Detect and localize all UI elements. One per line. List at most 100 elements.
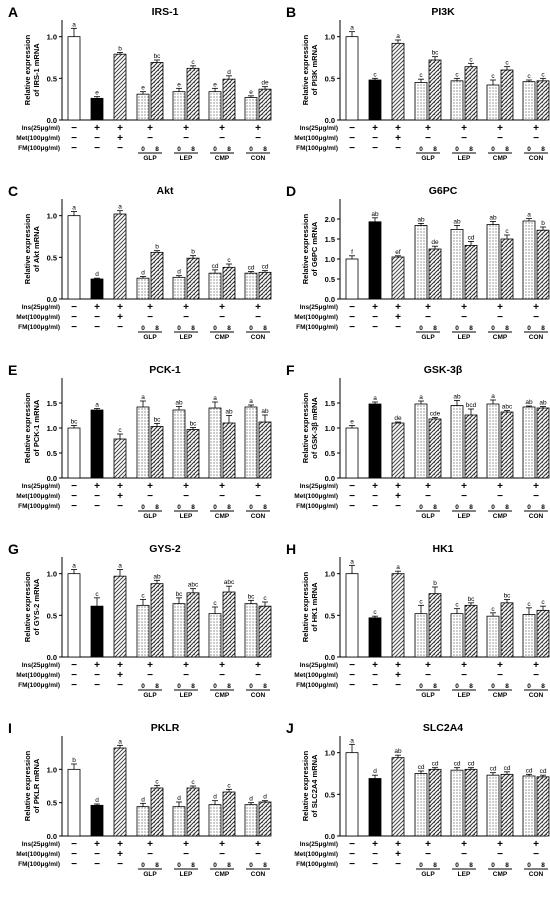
- bar: [245, 407, 257, 478]
- treatment-sign: −: [425, 491, 431, 502]
- bar: [187, 68, 199, 120]
- significance-letter: ab: [371, 211, 379, 218]
- significance-letter: c: [155, 778, 159, 785]
- treatment-sign: −: [349, 501, 355, 512]
- panel-f: F GSK-3βRelative expression of GSK-3β mRNA…: [286, 362, 549, 520]
- group-label: LEP: [458, 334, 471, 341]
- significance-letter: a: [491, 393, 495, 400]
- fm-dose-label: 8: [469, 146, 473, 153]
- bar: [137, 94, 149, 120]
- significance-letter: bc: [154, 417, 162, 424]
- y-tick-label: 2.0: [325, 215, 335, 224]
- bar: [429, 249, 441, 299]
- bar: [451, 406, 463, 479]
- y-tick-label: 0.0: [325, 832, 335, 841]
- treatment-sign: −: [147, 312, 153, 323]
- treatment-label: Met(100μg/ml): [16, 493, 60, 500]
- group-label: LEP: [458, 871, 471, 878]
- fm-dose-label: 8: [191, 683, 195, 690]
- group-label: LEP: [180, 513, 193, 520]
- fm-dose-label: 8: [155, 683, 159, 690]
- bar: [151, 427, 163, 479]
- treatment-label: Ins(25μg/ml): [22, 662, 60, 669]
- bar: [537, 610, 549, 657]
- fm-dose-label: 8: [433, 683, 437, 690]
- bar: [369, 80, 381, 120]
- y-axis-label: Relative expression: [23, 392, 32, 463]
- significance-letter: c: [527, 73, 531, 80]
- bar: [392, 423, 404, 478]
- significance-letter: ab: [261, 408, 269, 415]
- bar: [451, 81, 463, 120]
- group-label: CON: [251, 871, 266, 878]
- significance-letter: b: [541, 220, 545, 227]
- panel-title: HK1: [432, 543, 453, 555]
- significance-letter: cd: [526, 767, 533, 774]
- treatment-label: Met(100μg/ml): [294, 851, 338, 858]
- treatment-sign: −: [94, 680, 100, 691]
- bar: [187, 788, 199, 836]
- treatment-sign: −: [395, 680, 401, 691]
- significance-letter: bc: [154, 53, 162, 60]
- group-label: LEP: [180, 692, 193, 699]
- y-tick-label: 1.0: [47, 424, 57, 433]
- significance-letter: e: [213, 81, 217, 88]
- significance-letter: ab: [225, 409, 233, 416]
- significance-letter: de: [431, 239, 439, 246]
- treatment-sign: −: [461, 491, 467, 502]
- fm-dose-label: 8: [263, 683, 267, 690]
- group-label: LEP: [458, 692, 471, 699]
- treatment-sign: −: [497, 670, 503, 681]
- y-tick-label: 1.5: [325, 399, 335, 408]
- y-axis-label: of G6PC mRNA: [310, 221, 319, 276]
- y-tick-label: 0.0: [47, 474, 57, 483]
- treatment-sign: −: [219, 491, 225, 502]
- bar: [91, 805, 103, 836]
- significance-letter: a: [118, 738, 122, 745]
- treatment-label: Ins(25μg/ml): [300, 662, 338, 669]
- group-label: GLP: [421, 692, 435, 699]
- bar: [151, 63, 163, 121]
- treatment-sign: −: [497, 312, 503, 323]
- treatment-sign: −: [425, 312, 431, 323]
- fm-dose-label: 0: [491, 325, 495, 332]
- treatment-sign: −: [255, 133, 261, 144]
- y-axis-label: of PKLR mRNA: [32, 758, 41, 813]
- group-label: CMP: [493, 334, 508, 341]
- panel-g: G GYS-2Relative expression of GYS-2 mRNA0.…: [8, 541, 271, 699]
- y-tick-label: 1.0: [325, 570, 335, 579]
- fm-dose-label: 8: [469, 325, 473, 332]
- fm-dose-label: 0: [141, 146, 145, 153]
- y-axis-label: of IRS-1 mRNA: [32, 43, 41, 97]
- treatment-label: Met(100μg/ml): [16, 672, 60, 679]
- significance-letter: a: [419, 394, 423, 401]
- fm-dose-label: 0: [491, 146, 495, 153]
- panel-c: C AktRelative expression of Akt mRNA0.00.5…: [8, 183, 271, 341]
- y-tick-label: 0.5: [47, 74, 57, 83]
- group-label: GLP: [143, 871, 157, 878]
- fm-dose-label: 8: [155, 862, 159, 869]
- treatment-sign: −: [219, 312, 225, 323]
- bar: [501, 239, 513, 299]
- y-tick-label: 0.5: [47, 611, 57, 620]
- significance-letter: cde: [430, 411, 441, 418]
- treatment-sign: −: [372, 501, 378, 512]
- significance-letter: b: [118, 46, 122, 53]
- fm-dose-label: 8: [505, 862, 509, 869]
- fm-dose-label: 8: [155, 146, 159, 153]
- y-axis-label: of SLC2A4 mRNA: [310, 754, 319, 818]
- fm-dose-label: 0: [491, 683, 495, 690]
- treatment-sign: −: [219, 849, 225, 860]
- y-tick-label: 0.5: [325, 611, 335, 620]
- significance-letter: c: [227, 257, 231, 264]
- significance-letter: a: [350, 558, 354, 565]
- fm-dose-label: 0: [455, 504, 459, 511]
- group-label: GLP: [143, 692, 157, 699]
- treatment-sign: −: [533, 670, 539, 681]
- significance-letter: bc: [190, 421, 198, 428]
- treatment-label: Ins(25μg/ml): [300, 125, 338, 132]
- bar: [173, 807, 185, 836]
- bar: [451, 770, 463, 836]
